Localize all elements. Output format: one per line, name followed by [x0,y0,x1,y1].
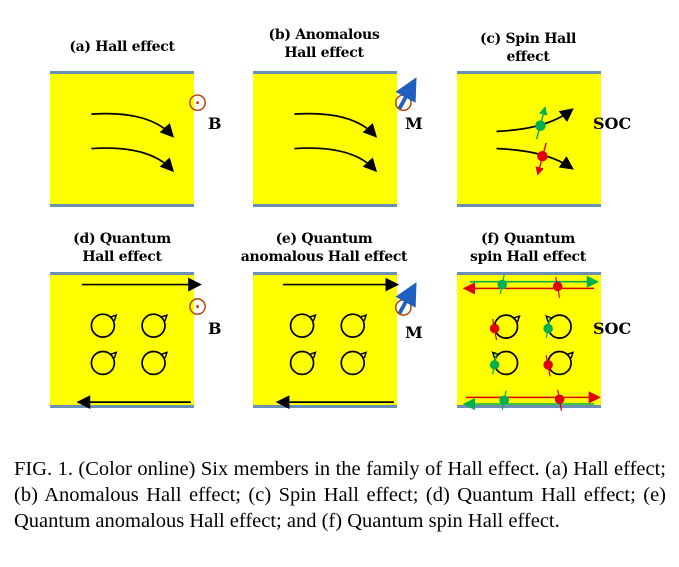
panel-b-title: (b) Anomalous Hall effect [268,27,380,61]
panel-e-title: (e) Quantum anomalous Hall effect [240,231,408,265]
panel-b-anomalous-hall-effect: M [253,71,423,207]
field-out-of-page-icon [189,94,206,112]
panel-c-label: SOC [593,114,632,133]
spin-up-electron-icon [535,106,548,140]
hall-trajectories [91,94,206,173]
panel-a-label: B [208,114,222,133]
panel-d-quantum-hall-effect: B [50,272,222,410]
panel-b-label: M [405,114,423,133]
panel-f-title: (f) Quantum spin Hall effect [470,231,586,265]
field-out-of-page-icon [189,298,206,315]
panel-e-quantum-anomalous-hall-effect: M [253,272,423,410]
panel-d-title: (d) Quantum Hall effect [73,231,171,265]
spin-down-electron-icon [535,142,548,176]
anomalous-trajectories [294,77,417,173]
panel-f-quantum-spin-hall-effect: SOC [457,272,631,411]
spin-hall-trajectories [496,106,574,176]
panel-d-label: B [208,319,222,338]
figure-caption: FIG. 1. (Color online) Six members in th… [14,458,666,532]
spin-electrons [489,316,553,377]
panel-a-hall-effect: B [50,71,222,207]
panel-c-spin-hall-effect: SOC [457,71,631,207]
panel-e-label: M [405,323,423,342]
panel-f-label: SOC [593,319,632,338]
quantum-hall-orbits [76,277,206,410]
panel-a-title: (a) Hall effect [69,39,175,55]
qah-orbits [275,277,417,410]
qsh-orbits [462,274,601,411]
panel-c-title: (c) Spin Hall effect [480,31,576,65]
